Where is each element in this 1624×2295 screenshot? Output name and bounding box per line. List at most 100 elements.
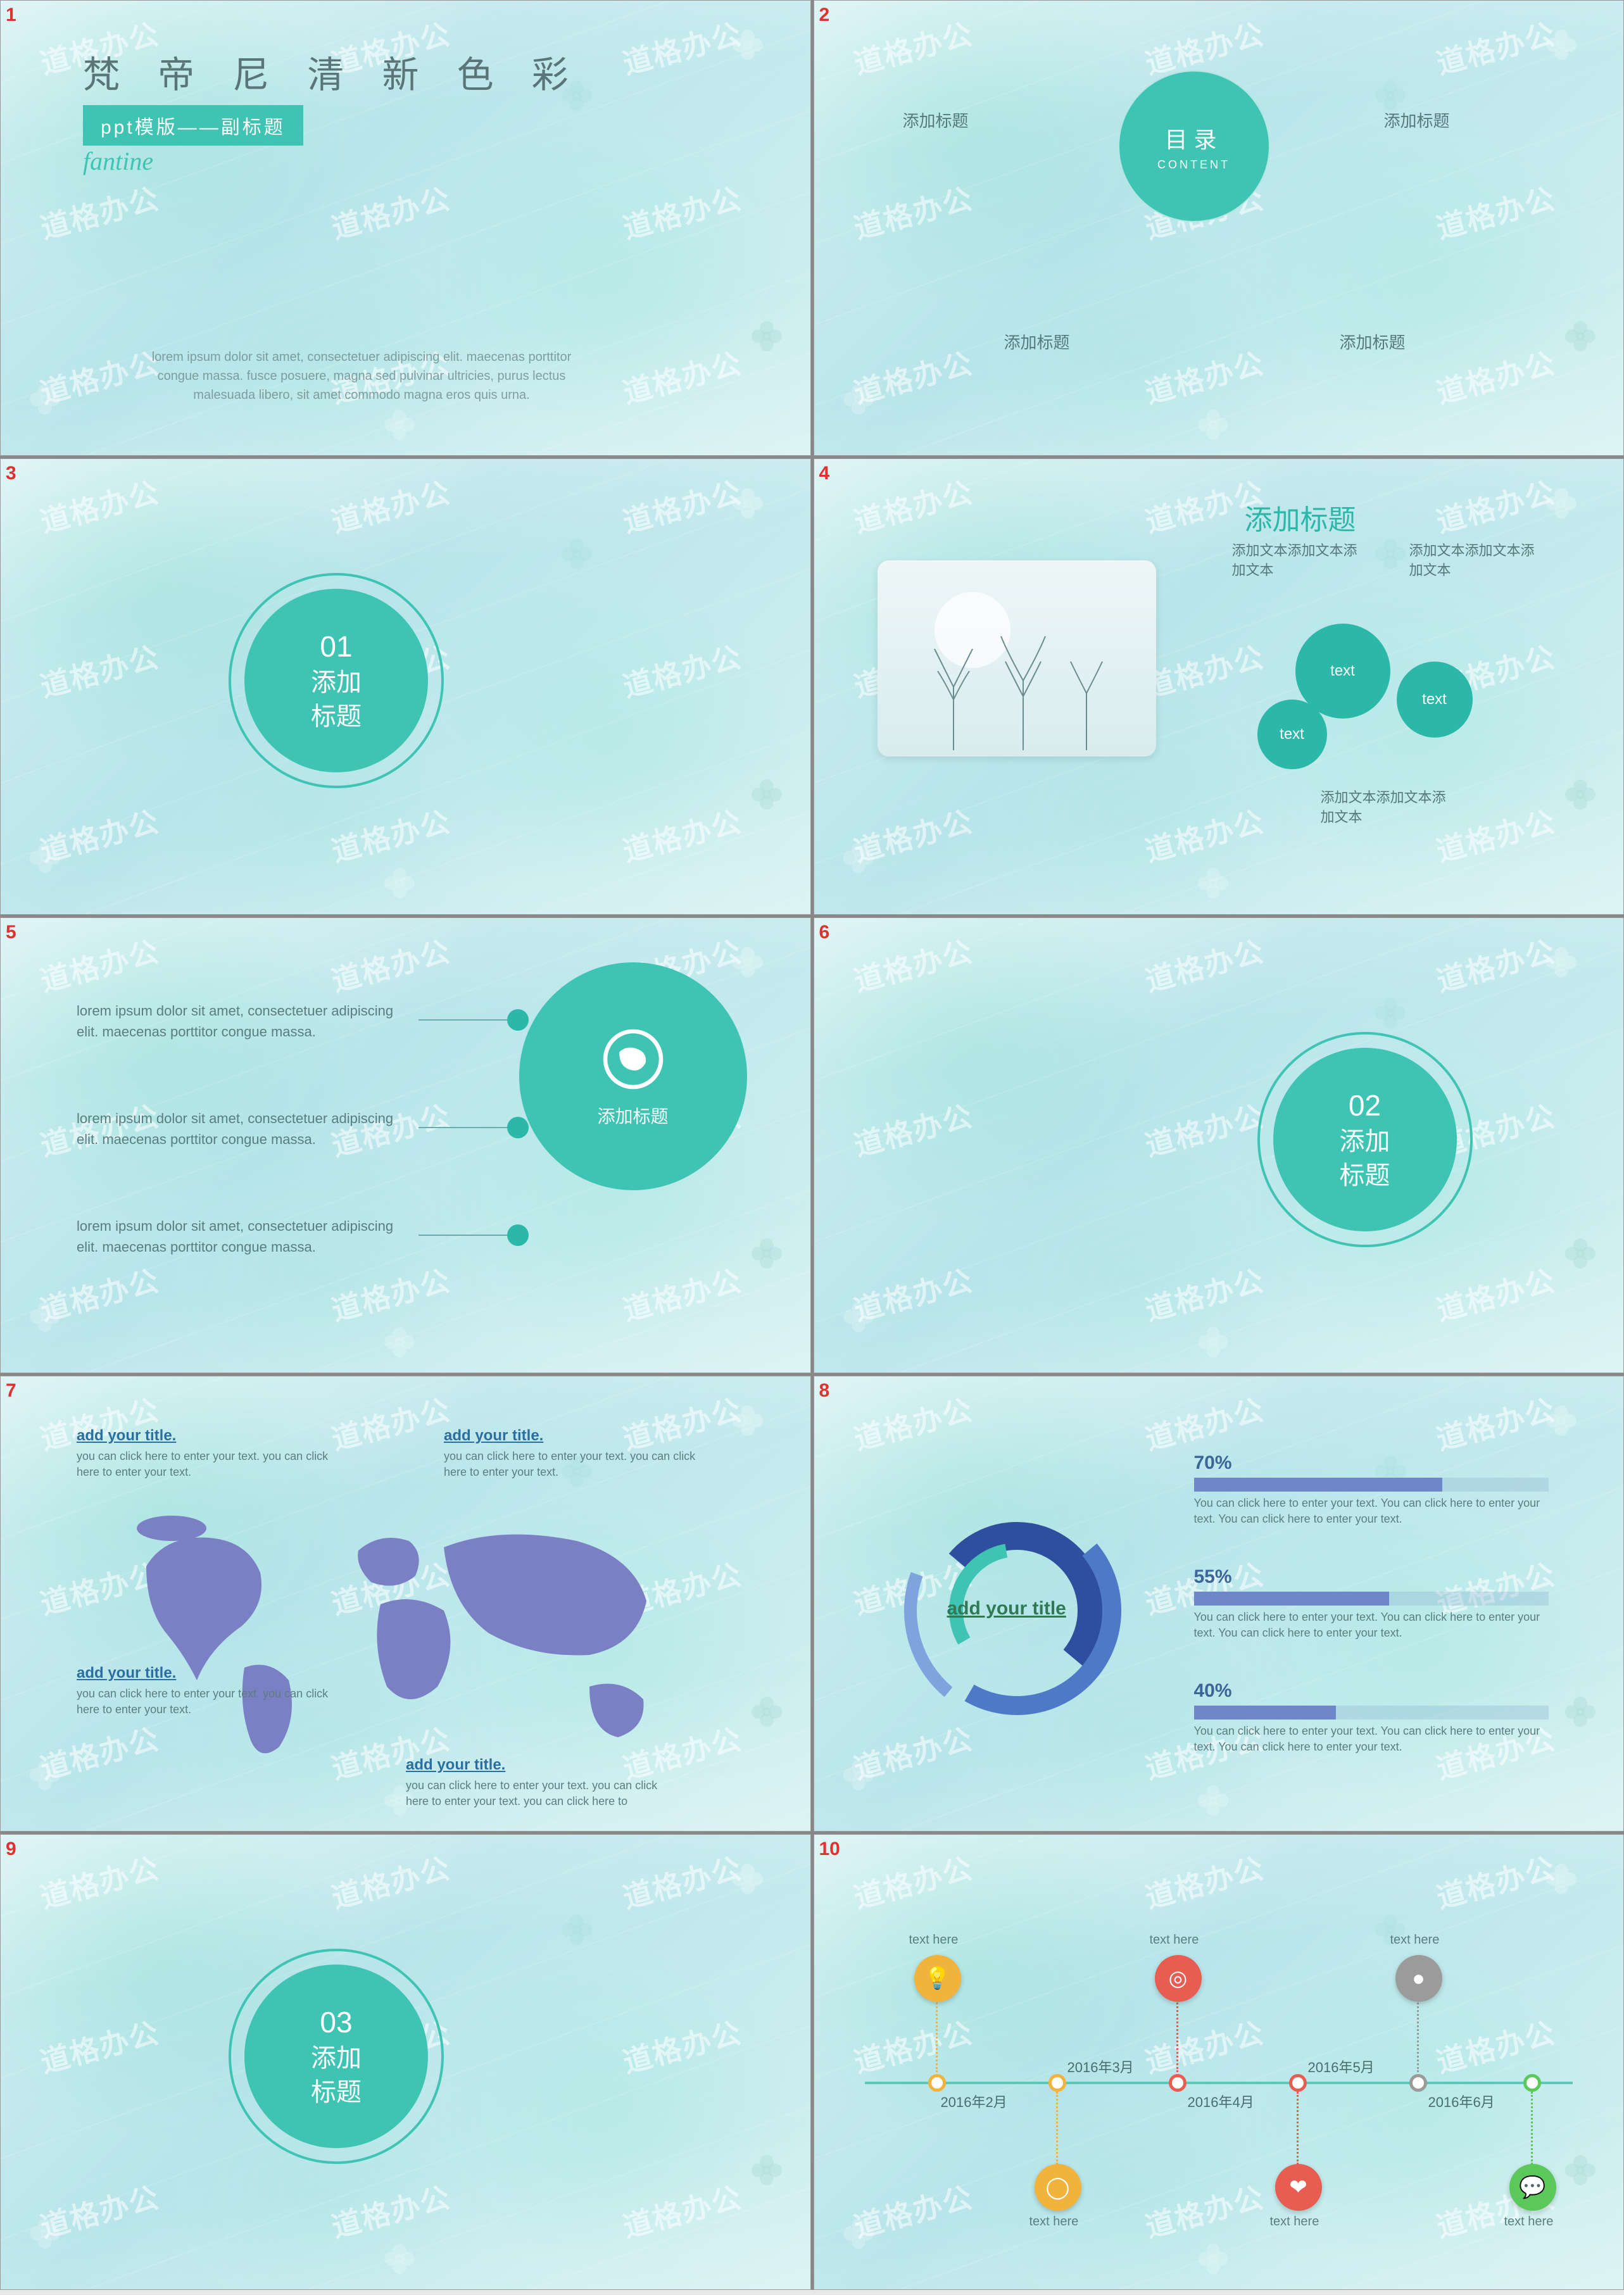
bar-track <box>1194 1478 1549 1492</box>
watermark: 道格办公 <box>1140 1845 1268 1916</box>
clover-icon <box>26 1756 64 1794</box>
watermark: 道格办公 <box>618 2009 746 2081</box>
slide-10: 10道格办公道格办公道格办公道格办公道格办公道格办公道格办公道格办公道格办公 2… <box>814 1834 1624 2290</box>
clover-icon <box>26 839 64 877</box>
watermark: 道格办公 <box>35 634 164 706</box>
annotation-title: add your title. <box>77 1427 330 1445</box>
clover-icon <box>1194 864 1232 902</box>
circle-label: 添加标题 <box>597 1103 668 1128</box>
watermark: 道格办公 <box>1140 2009 1268 2081</box>
watermark: 道格办公 <box>848 1257 977 1329</box>
clover-icon <box>748 1693 786 1731</box>
clover-icon <box>381 406 419 444</box>
bar-fill <box>1194 1706 1336 1720</box>
watermark: 道格办公 <box>618 11 746 82</box>
watermark: 道格办公 <box>1140 928 1268 1000</box>
section-title-l2: 标题 <box>311 2077 362 2108</box>
connector-dot <box>507 1009 529 1031</box>
slide-number: 5 <box>6 922 16 943</box>
section-title-l1: 添加 <box>311 2043 362 2073</box>
clover-icon <box>1561 317 1599 355</box>
clover-icon <box>1194 2240 1232 2278</box>
watermark: 道格办公 <box>35 799 164 871</box>
watermark: 道格办公 <box>618 1257 746 1329</box>
section-title-l2: 标题 <box>311 701 362 732</box>
bar-track <box>1194 1706 1549 1720</box>
section-title-l1: 添加 <box>311 667 362 698</box>
watermark: 道格办公 <box>618 634 746 706</box>
timeline-label: text here <box>909 1933 959 1947</box>
clover-icon <box>1371 535 1409 573</box>
annotation-body: you can click here to enter your text. y… <box>406 1778 659 1809</box>
watermark: 道格办公 <box>327 470 455 541</box>
timeline-connector <box>1056 2092 1058 2165</box>
slide-7: 7道格办公道格办公道格办公道格办公道格办公道格办公道格办公道格办公道格办公 ad… <box>0 1376 811 1832</box>
toc-item: 添加标题 <box>1004 330 1070 353</box>
watermark: 道格办公 <box>1140 634 1268 706</box>
clover-icon <box>381 1323 419 1361</box>
watermark: 道格办公 <box>848 928 977 1000</box>
watermark: 道格办公 <box>1431 1257 1559 1329</box>
clover-icon <box>748 2151 786 2189</box>
watermark: 道格办公 <box>327 1845 455 1916</box>
timeline-tick <box>1523 2074 1541 2092</box>
bubble: text <box>1257 700 1327 769</box>
annotation-title: add your title. <box>406 1756 659 1774</box>
section-circle: 03添加标题 <box>244 1965 428 2148</box>
timeline-label: text here <box>1504 2215 1554 2229</box>
clover-icon <box>1542 943 1580 981</box>
clover-icon <box>748 776 786 814</box>
annotation-title: add your title. <box>77 1664 330 1682</box>
clover-icon <box>1371 994 1409 1032</box>
annotation-body: you can click here to enter your text. y… <box>444 1449 697 1480</box>
donut-title: add your title <box>947 1598 1066 1619</box>
slide-number: 2 <box>819 4 830 26</box>
toc-item: 添加标题 <box>1384 108 1450 132</box>
clover-icon <box>558 535 596 573</box>
watermark: 道格办公 <box>848 799 977 871</box>
timeline-label: text here <box>1270 2215 1319 2229</box>
watermark: 道格办公 <box>618 2174 746 2246</box>
connector-line <box>419 1235 513 1236</box>
toc-circle: 目录CONTENT <box>1118 70 1270 222</box>
watermark: 道格办公 <box>1140 799 1268 871</box>
annotation-body: you can click here to enter your text. y… <box>77 1686 330 1718</box>
watermark: 道格办公 <box>1140 340 1268 412</box>
body-row: lorem ipsum dolor sit amet, consectetuer… <box>77 1108 406 1150</box>
clover-icon <box>381 864 419 902</box>
watermark: 道格办公 <box>848 11 977 82</box>
slide-1: 1道格办公道格办公道格办公道格办公道格办公道格办公道格办公道格办公道格办公 梵 … <box>0 0 811 456</box>
bar-pct: 55% <box>1194 1566 1549 1588</box>
watermark: 道格办公 <box>1140 1257 1268 1329</box>
timeline-connector <box>936 1999 938 2072</box>
watermark: 道格办公 <box>327 175 455 247</box>
section-num: 01 <box>320 629 352 663</box>
clover-icon <box>840 380 878 418</box>
timeline-date: 2016年6月 <box>1428 2091 1495 2111</box>
bar-pct: 70% <box>1194 1452 1549 1474</box>
watermark: 道格办公 <box>35 2174 164 2246</box>
bar-row: 70%You can click here to enter your text… <box>1194 1452 1549 1527</box>
clover-icon <box>558 1911 596 1949</box>
timeline-node: ◯ <box>1035 2164 1081 2211</box>
toc-sub: CONTENT <box>1157 158 1230 172</box>
timeline-node: ◎ <box>1155 1955 1202 2002</box>
slide4-heading: 添加标题 <box>1245 497 1356 538</box>
clover-icon <box>840 1756 878 1794</box>
watermark: 道格办公 <box>327 799 455 871</box>
world-map <box>108 1490 691 1769</box>
timeline-tick <box>1289 2074 1307 2092</box>
body-row: lorem ipsum dolor sit amet, consectetuer… <box>77 1216 406 1257</box>
map-annotation: add your title. you can click here to ent… <box>77 1664 330 1718</box>
connector-dot <box>507 1224 529 1246</box>
timeline-axis <box>865 2082 1573 2084</box>
clover-icon <box>1542 26 1580 64</box>
map-annotation: add your title.you can click here to ent… <box>444 1427 697 1480</box>
slide-number: 9 <box>6 1839 16 1860</box>
section-num: 02 <box>1349 1088 1381 1122</box>
watermark: 道格办公 <box>618 799 746 871</box>
slide-number: 7 <box>6 1380 16 1402</box>
watermark: 道格办公 <box>327 1257 455 1329</box>
clover-icon <box>26 2215 64 2253</box>
slide-number: 8 <box>819 1380 830 1402</box>
